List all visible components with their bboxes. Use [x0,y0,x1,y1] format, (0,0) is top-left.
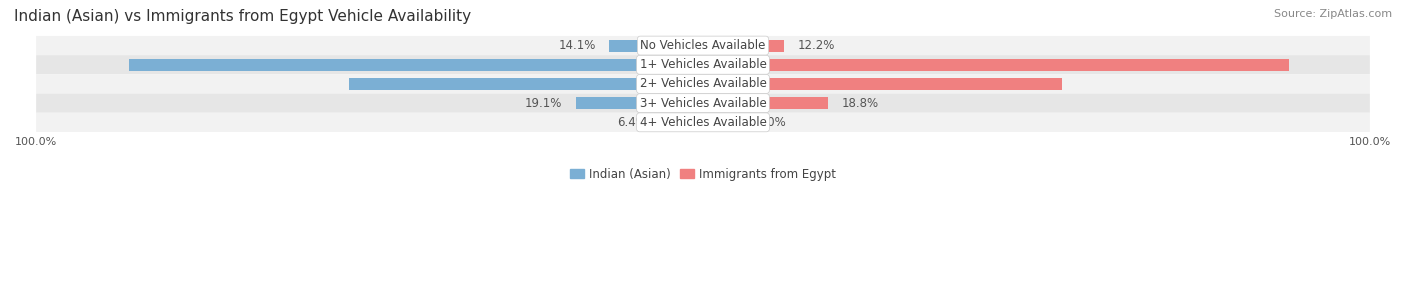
Text: 6.0%: 6.0% [756,116,786,129]
Text: 53.1%: 53.1% [648,78,690,90]
Bar [609,40,703,51]
Text: 53.8%: 53.8% [716,78,758,90]
Bar [575,97,703,109]
Text: 87.8%: 87.8% [716,58,758,71]
FancyBboxPatch shape [37,94,1369,113]
Text: 18.8%: 18.8% [842,97,879,110]
FancyBboxPatch shape [37,74,1369,94]
Bar [703,97,828,109]
Text: 19.1%: 19.1% [524,97,562,110]
Text: 1+ Vehicles Available: 1+ Vehicles Available [640,58,766,71]
Bar [703,116,742,128]
Text: Source: ZipAtlas.com: Source: ZipAtlas.com [1274,9,1392,19]
Text: Indian (Asian) vs Immigrants from Egypt Vehicle Availability: Indian (Asian) vs Immigrants from Egypt … [14,9,471,23]
Bar [703,59,1288,71]
Bar [703,40,785,51]
Text: No Vehicles Available: No Vehicles Available [640,39,766,52]
Text: 3+ Vehicles Available: 3+ Vehicles Available [640,97,766,110]
Text: 4+ Vehicles Available: 4+ Vehicles Available [640,116,766,129]
Bar [349,78,703,90]
Text: 2+ Vehicles Available: 2+ Vehicles Available [640,78,766,90]
Text: 14.1%: 14.1% [558,39,596,52]
Bar [703,78,1062,90]
FancyBboxPatch shape [37,113,1369,132]
Bar [129,59,703,71]
Bar [661,116,703,128]
FancyBboxPatch shape [37,55,1369,74]
Legend: Indian (Asian), Immigrants from Egypt: Indian (Asian), Immigrants from Egypt [569,168,837,181]
Text: 86.0%: 86.0% [648,58,690,71]
FancyBboxPatch shape [37,36,1369,55]
Text: 6.4%: 6.4% [617,116,647,129]
Text: 12.2%: 12.2% [797,39,835,52]
